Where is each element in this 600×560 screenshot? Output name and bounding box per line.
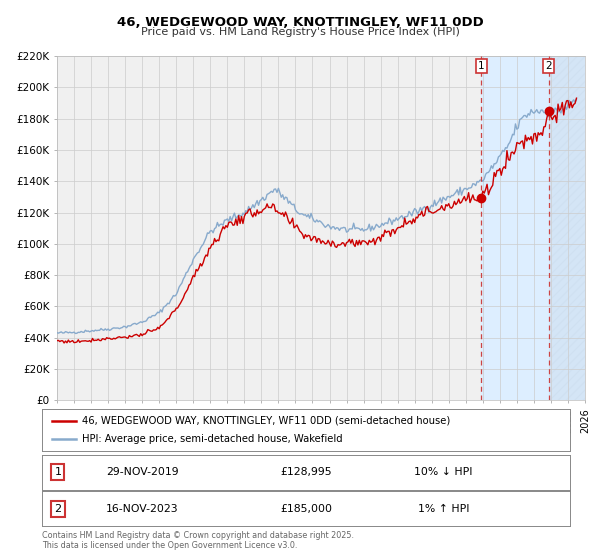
Text: 2: 2	[54, 504, 61, 514]
Text: 46, WEDGEWOOD WAY, KNOTTINGLEY, WF11 0DD (semi-detached house): 46, WEDGEWOOD WAY, KNOTTINGLEY, WF11 0DD…	[82, 416, 450, 426]
Text: HPI: Average price, semi-detached house, Wakefield: HPI: Average price, semi-detached house,…	[82, 434, 342, 444]
Text: £185,000: £185,000	[280, 504, 332, 514]
Bar	[549, 56, 585, 400]
Bar	[481, 56, 585, 400]
Text: 46, WEDGEWOOD WAY, KNOTTINGLEY, WF11 0DD: 46, WEDGEWOOD WAY, KNOTTINGLEY, WF11 0DD	[116, 16, 484, 29]
Text: Price paid vs. HM Land Registry's House Price Index (HPI): Price paid vs. HM Land Registry's House …	[140, 27, 460, 38]
Text: 10% ↓ HPI: 10% ↓ HPI	[414, 468, 473, 477]
Text: 1: 1	[55, 468, 61, 477]
Text: £128,995: £128,995	[280, 468, 332, 477]
Text: 1% ↑ HPI: 1% ↑ HPI	[418, 504, 469, 514]
Text: 1: 1	[478, 61, 485, 71]
Text: 2: 2	[545, 61, 552, 71]
Text: 16-NOV-2023: 16-NOV-2023	[106, 504, 179, 514]
Text: Contains HM Land Registry data © Crown copyright and database right 2025.
This d: Contains HM Land Registry data © Crown c…	[42, 531, 354, 550]
Text: 29-NOV-2019: 29-NOV-2019	[106, 468, 179, 477]
